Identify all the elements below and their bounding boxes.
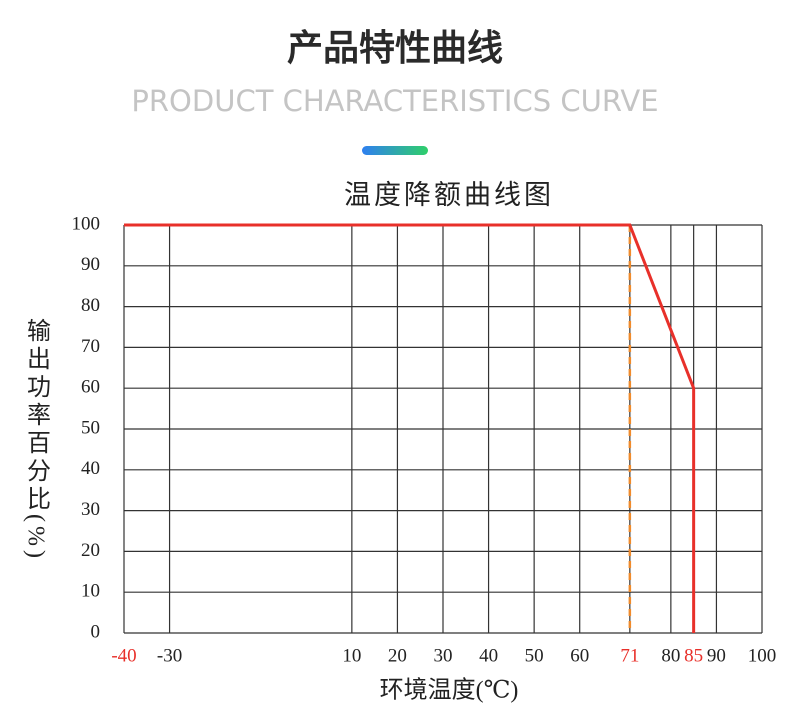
x-tick-label: 85 xyxy=(684,645,703,666)
data-line xyxy=(124,223,696,633)
y-tick-label: 80 xyxy=(81,295,100,316)
chart-title: 温度降额曲线图 xyxy=(344,180,554,210)
x-tick-label: -30 xyxy=(157,645,182,666)
page-subtitle: PRODUCT CHARACTERISTICS CURVE xyxy=(131,84,658,118)
y-tick-label: 60 xyxy=(81,377,100,398)
x-tick-label: 30 xyxy=(434,645,453,666)
x-tick-label: 20 xyxy=(388,645,407,666)
x-tick-label: 100 xyxy=(748,645,777,666)
x-tick-label: -40 xyxy=(111,645,136,666)
x-tick-label: 90 xyxy=(707,645,726,666)
y-tick-label: 70 xyxy=(81,336,100,357)
x-axis-label: 环境温度(℃) xyxy=(380,677,519,704)
x-tick-label: 60 xyxy=(570,645,589,666)
y-tick-label: 10 xyxy=(81,581,100,602)
y-axis-label: 输出功率百分比(%) xyxy=(22,318,50,562)
x-tick-label: 71 xyxy=(620,645,639,666)
y-tick-label: 90 xyxy=(81,254,100,275)
x-tick-label: 40 xyxy=(479,645,498,666)
x-tick-label: 80 xyxy=(661,645,680,666)
y-tick-label: 40 xyxy=(81,458,100,479)
accent-bar xyxy=(362,146,428,155)
y-tick-label: 20 xyxy=(81,540,100,561)
x-tick-label: 10 xyxy=(342,645,361,666)
x-tick-label: 50 xyxy=(525,645,544,666)
y-tick-label: 30 xyxy=(81,499,100,520)
y-tick-label: 0 xyxy=(91,621,101,642)
y-tick-label: 100 xyxy=(72,213,101,234)
y-tick-label: 50 xyxy=(81,417,100,438)
page-title: 产品特性曲线 xyxy=(287,28,503,69)
